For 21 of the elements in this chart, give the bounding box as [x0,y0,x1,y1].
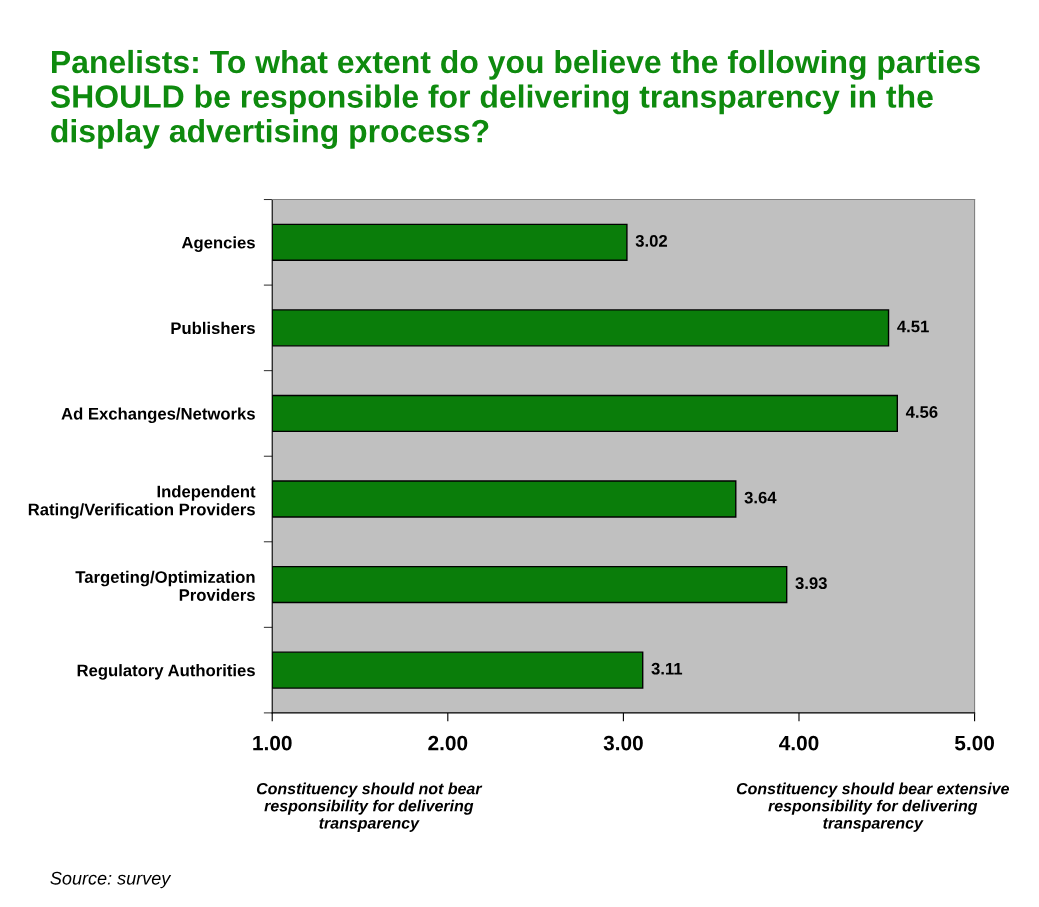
text: Constituency should not bear responsibility for delivering transparency [256,782,483,832]
x-tick-label: 3.00 [603,735,643,751]
data-label: 3.93 [795,577,827,590]
y-tick-label: Agencies [181,236,255,252]
data-label: 4.56 [905,406,938,418]
chart-title: Panelists: To what extent do you believe the following parties SHOULD be responsible for delivering transparency in the display advertising process? [50,49,980,149]
text: Constituency should bear extensive responsibility for delivering transparency [736,782,1010,832]
y-tick-label: Ad Exchanges/Networks [61,407,255,424]
x-tick-label: 1.00 [253,735,292,751]
y-tick-label: Publishers [171,321,255,335]
data-label: 3.64 [744,491,777,504]
y-tick-label: Independent Rating/Verification Providers [28,485,256,519]
data-label: 3.02 [635,234,668,247]
data-label: 3.11 [651,662,683,675]
x-tick-label: 4.00 [779,735,819,751]
data-label: 4.51 [897,320,929,333]
x-tick-label: 5.00 [954,735,994,751]
source-note: Source: survey [50,871,172,889]
x-tick-label: 2.00 [428,735,468,751]
y-tick-label: Targeting/Optimization Providers [75,570,255,601]
y-tick-label: Regulatory Authorities [77,664,255,680]
